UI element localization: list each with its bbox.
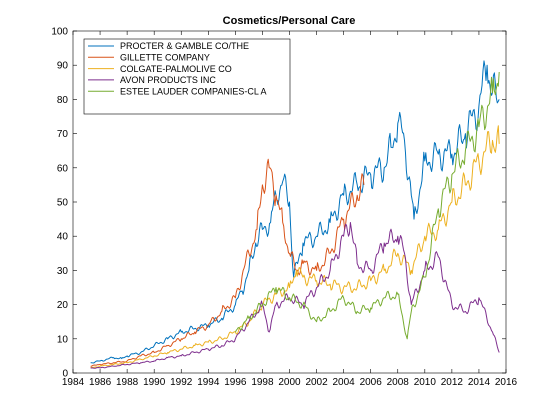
legend: PROCTER & GAMBLE CO/THE GILLETTE COMPANYC…: [83, 38, 291, 115]
legend-label: PROCTER & GAMBLE CO/THE: [120, 41, 249, 51]
y-tick-label: 10: [57, 334, 69, 345]
series-line: [90, 125, 500, 369]
series-line: [90, 158, 365, 367]
legend-label: AVON PRODUCTS INC: [120, 75, 216, 85]
y-tick-label: 30: [57, 266, 69, 277]
x-tick-label: 1994: [197, 377, 220, 388]
y-tick-label: 90: [57, 61, 69, 72]
y-tick-label: 80: [57, 95, 69, 106]
y-tick-label: 40: [57, 232, 69, 243]
x-tick-label: 2006: [360, 377, 383, 388]
series-line: [234, 71, 500, 340]
x-tick-label: 1988: [116, 377, 139, 388]
x-tick-label: 2010: [414, 377, 437, 388]
x-tick-label: 1998: [251, 377, 274, 388]
x-tick-label: 2000: [278, 377, 301, 388]
y-tick-label: 70: [57, 129, 69, 140]
x-tick-label: 2004: [333, 377, 356, 388]
series-line: [90, 222, 500, 369]
legend-label: GILLETTE COMPANY: [120, 53, 210, 63]
chart-title: Cosmetics/Personal Care: [223, 15, 356, 27]
y-tick-label: 100: [51, 27, 68, 38]
legend-label: ESTEE LAUDER COMPANIES-CL A: [120, 86, 267, 96]
x-tick-label: 1992: [170, 377, 193, 388]
x-tick-label: 1990: [143, 377, 166, 388]
y-tick-label: 60: [57, 163, 69, 174]
x-tick-label: 1984: [62, 377, 85, 388]
x-tick-label: 2008: [387, 377, 410, 388]
y-tick-label: 20: [57, 300, 69, 311]
x-tick-label: 2002: [305, 377, 328, 388]
legend-box: [83, 38, 291, 115]
x-tick-label: 1996: [224, 377, 247, 388]
x-tick-label: 2016: [495, 377, 518, 388]
x-tick-label: 1986: [89, 377, 112, 388]
series-layer: [90, 60, 500, 369]
y-tick-label: 0: [62, 369, 68, 380]
tick-layer: 1984 1986 1988 1990 1992 1994 1996 1998 2000 2002…: [51, 27, 517, 389]
x-tick-label: 2014: [468, 377, 491, 388]
x-tick-label: 2012: [441, 377, 464, 388]
legend-label: COLGATE-PALMOLIVE CO: [120, 64, 232, 74]
y-tick-label: 50: [57, 198, 69, 209]
